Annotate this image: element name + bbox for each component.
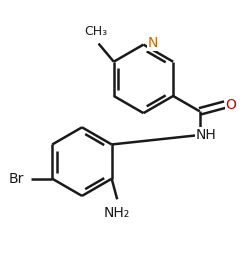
Text: NH: NH [196, 128, 217, 142]
Text: CH₃: CH₃ [85, 25, 108, 38]
Text: NH₂: NH₂ [104, 206, 130, 220]
Text: Br: Br [9, 172, 24, 186]
Text: O: O [225, 98, 236, 112]
Text: N: N [147, 36, 158, 50]
